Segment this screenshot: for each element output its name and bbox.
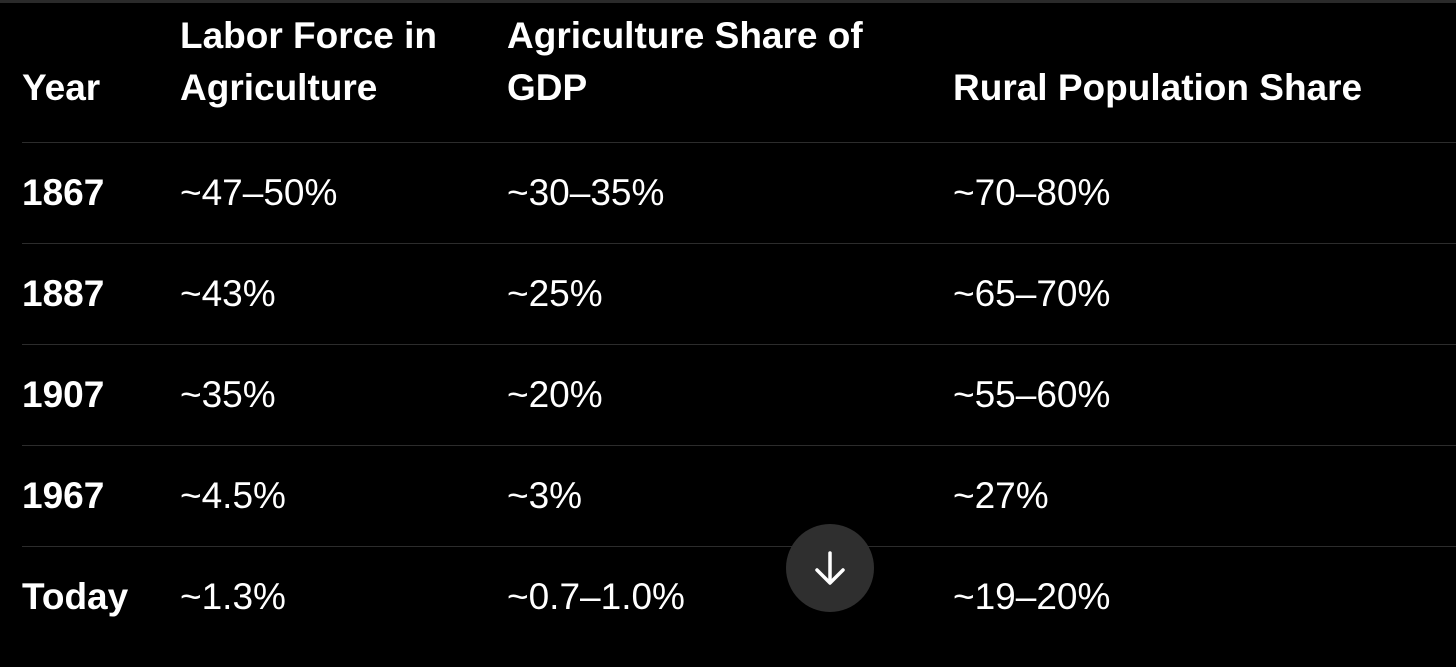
- scroll-to-bottom-button[interactable]: [786, 524, 874, 612]
- table-row: 1907 ~35% ~20% ~55–60%: [22, 345, 1456, 446]
- table-row: Today ~1.3% ~0.7–1.0% ~19–20%: [22, 547, 1456, 667]
- year-cell: Today: [22, 576, 129, 617]
- header-agriculture-gdp: Agriculture Share of GDP: [507, 10, 863, 114]
- labor-force-cell: ~1.3%: [180, 576, 286, 617]
- labor-force-cell: ~43%: [180, 273, 276, 314]
- header-labor-force-line1: Labor Force in: [180, 15, 437, 56]
- labor-force-cell: ~47–50%: [180, 172, 338, 213]
- header-rural-population-label: Rural Population Share: [953, 67, 1363, 108]
- header-agriculture-gdp-line1: Agriculture Share of: [507, 15, 863, 56]
- year-cell: 1887: [22, 273, 105, 314]
- year-cell: 1867: [22, 172, 105, 213]
- table-row: 1867 ~47–50% ~30–35% ~70–80%: [22, 143, 1456, 244]
- header-labor-force: Labor Force in Agriculture: [180, 10, 437, 114]
- header-rural-population: Rural Population Share: [953, 62, 1362, 114]
- labor-force-cell: ~35%: [180, 374, 276, 415]
- arrow-down-icon: [815, 551, 845, 585]
- rural-population-cell: ~65–70%: [953, 273, 1111, 314]
- rural-population-cell: ~70–80%: [953, 172, 1111, 213]
- agriculture-gdp-cell: ~0.7–1.0%: [507, 576, 685, 617]
- agriculture-gdp-cell: ~25%: [507, 273, 603, 314]
- agriculture-gdp-cell: ~30–35%: [507, 172, 665, 213]
- table-header-row: Year Labor Force in Agriculture Agricult…: [22, 0, 1456, 143]
- header-labor-force-line2: Agriculture: [180, 67, 378, 108]
- rural-population-cell: ~27%: [953, 475, 1049, 516]
- header-agriculture-gdp-line2: GDP: [507, 67, 588, 108]
- header-year: Year: [22, 62, 100, 114]
- labor-force-cell: ~4.5%: [180, 475, 286, 516]
- agriculture-gdp-cell: ~20%: [507, 374, 603, 415]
- year-cell: 1907: [22, 374, 105, 415]
- rural-population-cell: ~55–60%: [953, 374, 1111, 415]
- rural-population-cell: ~19–20%: [953, 576, 1111, 617]
- table-row: 1967 ~4.5% ~3% ~27%: [22, 446, 1456, 547]
- header-year-label: Year: [22, 67, 101, 108]
- year-cell: 1967: [22, 475, 105, 516]
- table-row: 1887 ~43% ~25% ~65–70%: [22, 244, 1456, 345]
- agriculture-gdp-cell: ~3%: [507, 475, 583, 516]
- data-table: Year Labor Force in Agriculture Agricult…: [22, 0, 1456, 667]
- top-border: [0, 0, 1456, 3]
